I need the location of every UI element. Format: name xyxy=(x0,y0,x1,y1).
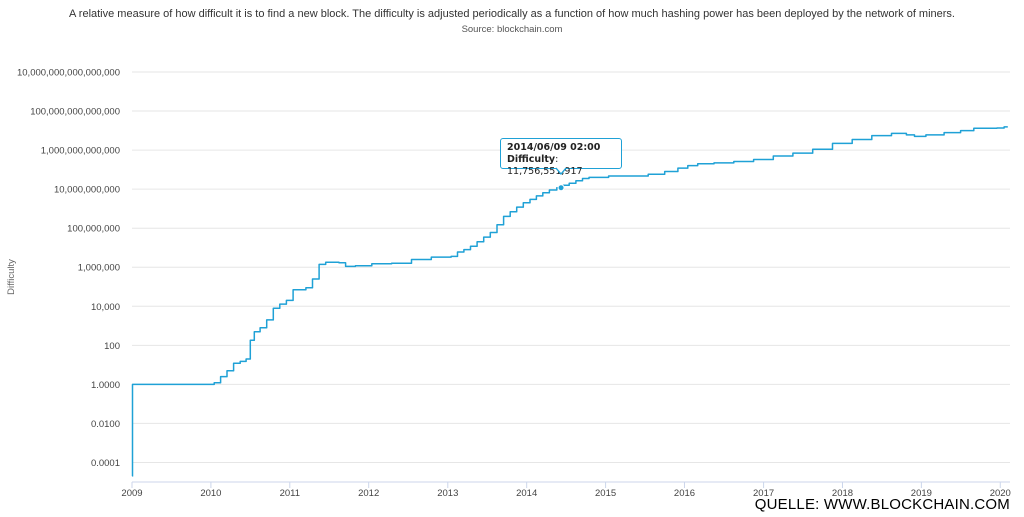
tooltip-value: 11,756,551,917 xyxy=(507,166,583,177)
x-tick-label: 2017 xyxy=(753,488,774,499)
y-tick-label: 10,000,000,000,000,000 xyxy=(17,68,120,79)
hover-marker-layer xyxy=(557,184,565,192)
y-axis-ticks: 0.0001 0.0100 1.0000 100 10,000 1,000,000 100,… xyxy=(17,68,120,469)
x-tick-label: 2013 xyxy=(437,488,458,499)
x-tick-label: 2009 xyxy=(121,488,142,499)
source-watermark: QUELLE: WWW.BLOCKCHAIN.COM xyxy=(754,496,1010,513)
tooltip-arrow-fill xyxy=(556,167,566,173)
x-tick-label: 2015 xyxy=(595,488,616,499)
y-tick-label: 100,000,000,000,000 xyxy=(30,107,120,118)
x-tick-label: 2020 xyxy=(990,488,1011,499)
y-tick-label: 10,000 xyxy=(91,302,120,313)
y-tick-label: 10,000,000,000 xyxy=(54,185,120,196)
hover-marker xyxy=(557,184,565,192)
tooltip: 2014/06/09 02:00 Difficulty: 11,756,551,… xyxy=(500,138,622,177)
x-tick-label: 2018 xyxy=(832,488,853,499)
y-tick-label: 0.0001 xyxy=(91,458,120,469)
tooltip-date: 2014/06/09 02:00 xyxy=(507,142,601,153)
series-layer xyxy=(131,126,1008,477)
chart-source: Source: blockchain.com xyxy=(461,24,563,35)
x-tick-label: 2011 xyxy=(280,488,300,499)
difficulty-series-line xyxy=(131,126,1008,477)
x-tick-label: 2016 xyxy=(674,488,695,499)
tooltip-row: Difficulty: 11,756,551,917 xyxy=(507,154,583,177)
y-axis-label: Difficulty xyxy=(6,259,17,295)
x-tick-label: 2014 xyxy=(516,488,537,499)
x-tick-label: 2012 xyxy=(358,488,379,499)
y-tick-label: 1.0000 xyxy=(91,380,120,391)
y-tick-label: 1,000,000,000,000 xyxy=(41,146,120,157)
x-axis: 2009 2010 2011 2012 2013 2014 2015 2016 2017 2018… xyxy=(121,481,1011,499)
x-tick-label: 2010 xyxy=(200,488,221,499)
y-tick-label: 0.0100 xyxy=(91,419,120,430)
y-tick-label: 1,000,000 xyxy=(78,263,120,274)
x-tick-label: 2019 xyxy=(911,488,932,499)
grid-lines xyxy=(132,71,1010,463)
tooltip-label: Difficulty xyxy=(507,154,556,165)
chart-subtitle: A relative measure of how difficult it i… xyxy=(69,8,955,20)
y-tick-label: 100,000,000 xyxy=(67,224,120,235)
y-tick-label: 100 xyxy=(104,341,120,352)
